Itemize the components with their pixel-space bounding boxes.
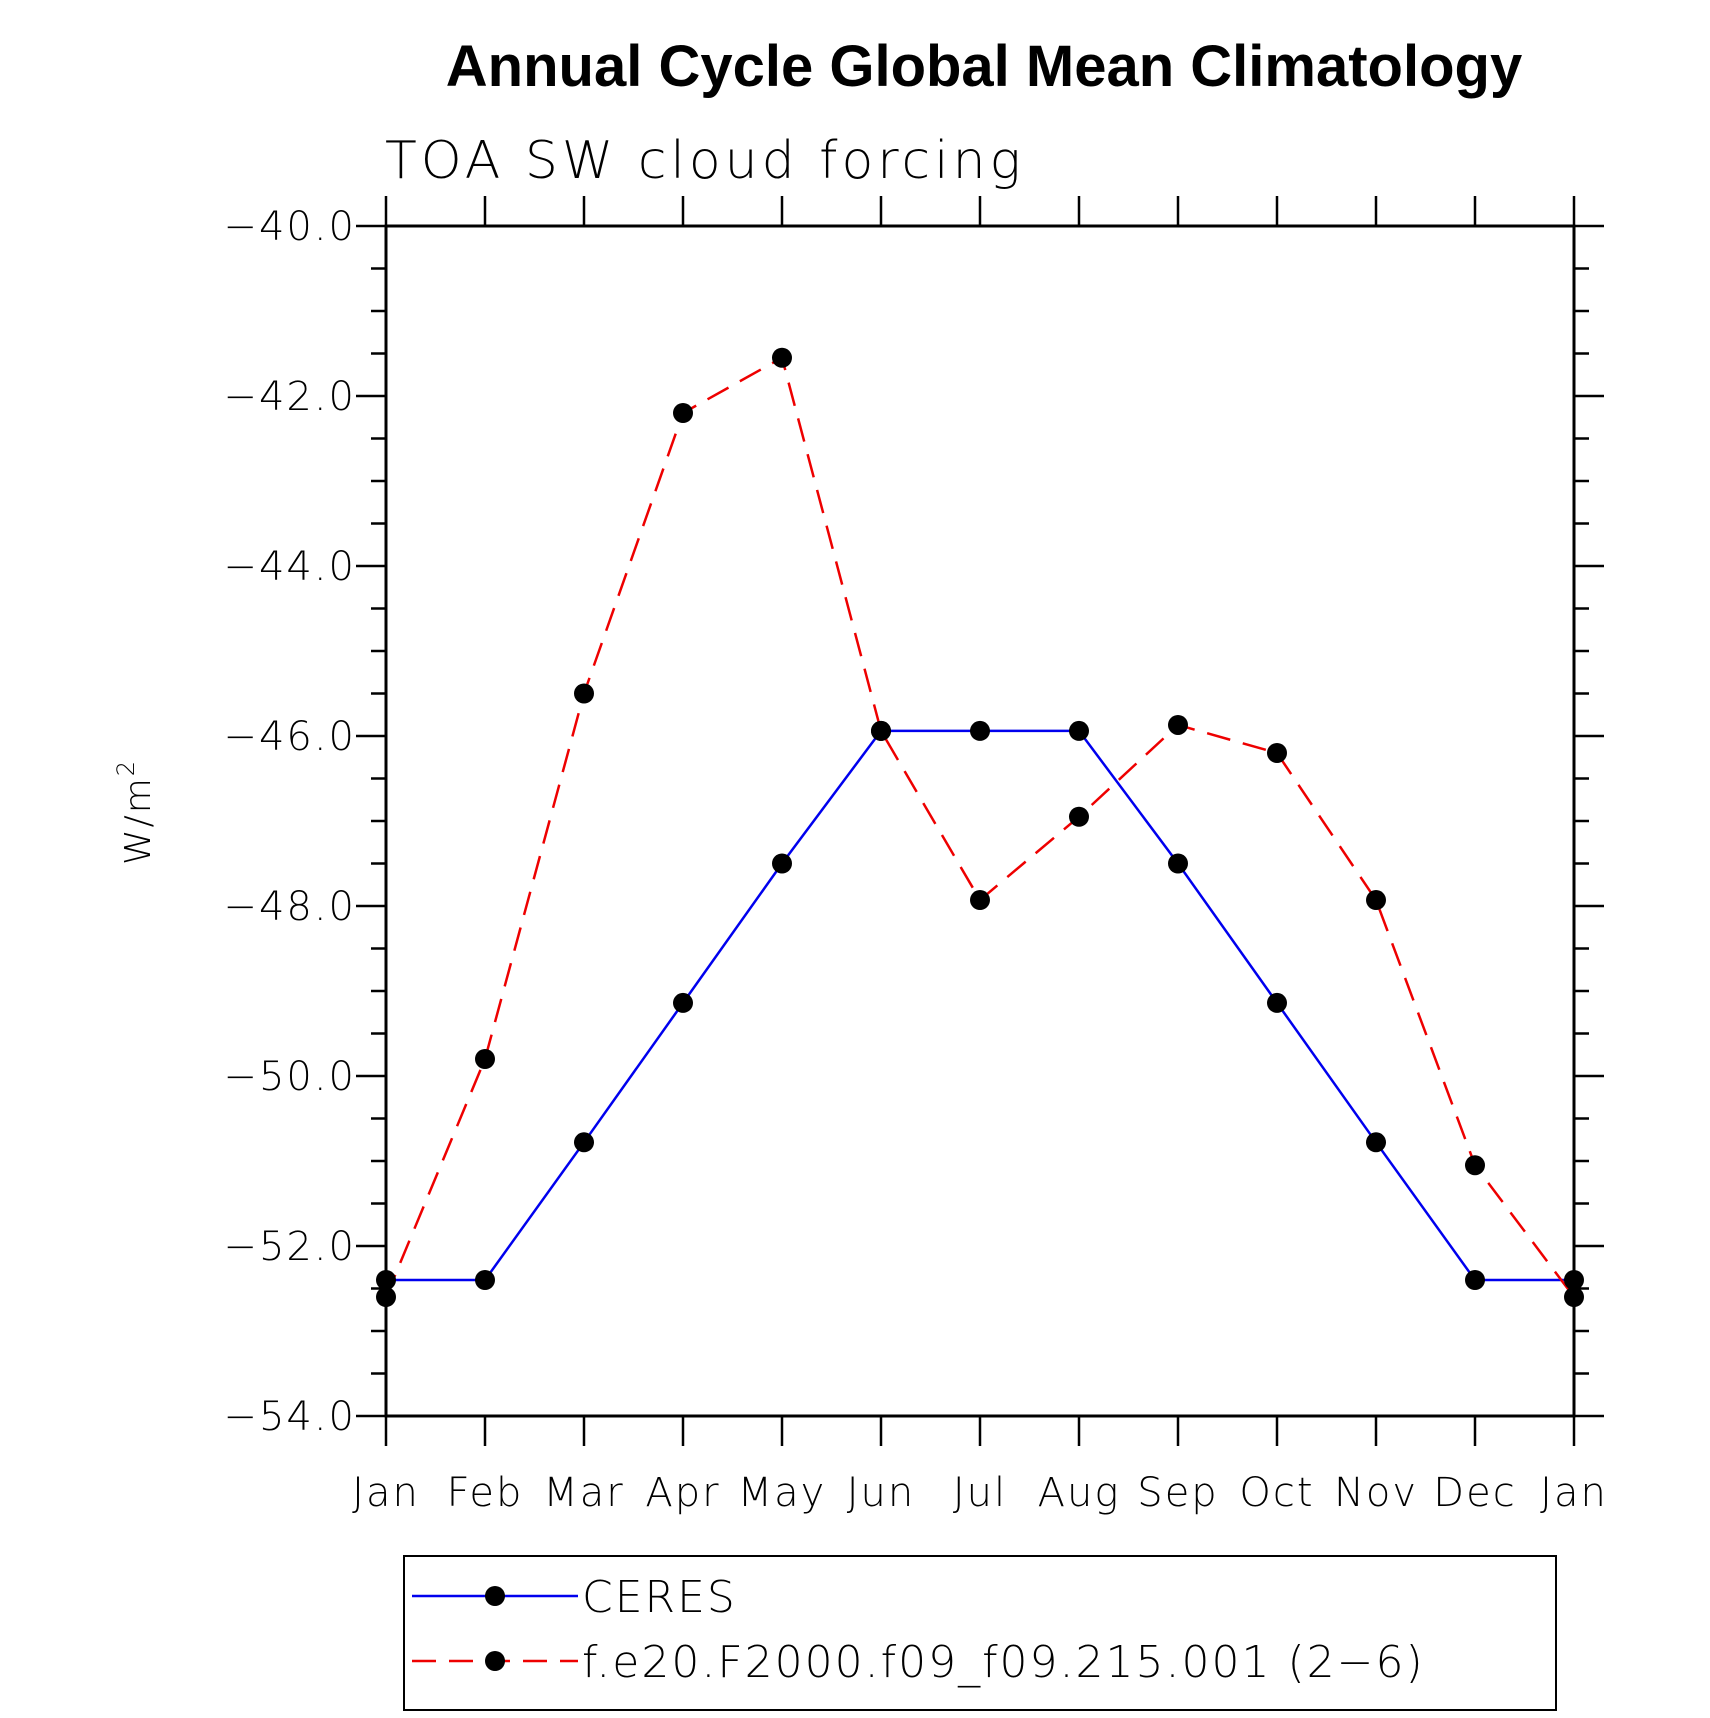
data-point-series-2 [871, 720, 891, 741]
x-tick-label: Apr [645, 1470, 720, 1516]
data-point-series-2 [970, 890, 990, 911]
y-tick-label: −54.0 [223, 1394, 356, 1440]
data-point-series-1 [1564, 1270, 1584, 1290]
series-line-1 [386, 729, 1574, 1282]
chart-title: Annual Cycle Global Mean Climatology [446, 34, 1522, 99]
data-point-series-1 [376, 1270, 396, 1290]
svg-text:W/m2: W/m2 [112, 759, 159, 865]
data-point-series-2 [376, 1287, 396, 1307]
series-line-2 [384, 355, 1575, 1298]
x-tick-label: Jan [352, 1470, 420, 1516]
x-tick-label: Aug [1038, 1470, 1121, 1516]
data-point-series-1 [772, 853, 792, 874]
data-point-series-2 [1366, 890, 1386, 911]
legend-label-1: CERES [582, 1572, 737, 1623]
y-tick-label: −40.0 [223, 204, 356, 250]
y-tick-label: −50.0 [223, 1054, 356, 1100]
legend-label-2: f.e20.F2000.f09_f09.215.001 (2−6) [582, 1637, 1425, 1688]
y-tick-label: −42.0 [223, 374, 356, 420]
series-layer [376, 347, 1584, 1307]
y-tick-label: −52.0 [223, 1224, 356, 1270]
data-point-series-1 [673, 992, 693, 1013]
data-point-series-1 [970, 720, 990, 741]
y-axis-label-superscript: 2 [112, 759, 140, 776]
x-tick-label: Jul [953, 1470, 1007, 1516]
data-point-series-1 [475, 1270, 495, 1290]
data-point-series-2 [1267, 743, 1287, 763]
x-tick-label: May [738, 1470, 827, 1516]
legend-items: CERES f.e20.F2000.f09_f09.215.001 (2−6) [412, 1572, 1425, 1688]
data-point-series-2 [1465, 1155, 1485, 1176]
y-axis-label: W/m2 [112, 759, 159, 865]
x-tick-label: Dec [1433, 1470, 1516, 1516]
x-tick-label: Jun [847, 1470, 916, 1516]
y-tick-label: −46.0 [223, 714, 356, 760]
data-point-series-1 [574, 1132, 594, 1153]
y-axis-label-text: W/m [118, 776, 159, 865]
legend-marker-1 [485, 1586, 505, 1606]
y-tick-label: −48.0 [223, 884, 356, 930]
x-tick-label: Sep [1137, 1470, 1218, 1516]
data-point-series-1 [1069, 720, 1089, 741]
axes: −40.0 −42.0 −44.0 −46.0 −48.0 −50.0 −52.0 −54.0… [223, 196, 1608, 1516]
data-point-series-1 [1366, 1132, 1386, 1153]
x-tick-label: Oct [1239, 1470, 1314, 1516]
x-tick-label: Mar [543, 1470, 624, 1516]
data-point-series-2 [1168, 714, 1188, 735]
y-tick-label: −44.0 [223, 544, 356, 590]
plot-frame [384, 224, 1576, 1418]
data-point-series-1 [1267, 992, 1287, 1013]
data-point-series-2 [574, 683, 594, 704]
x-tick-label: Jan [1540, 1470, 1608, 1516]
legend: CERES f.e20.F2000.f09_f09.215.001 (2−6) [403, 1555, 1557, 1711]
x-tick-label: Nov [1334, 1470, 1418, 1516]
x-tick-label: Feb [447, 1470, 524, 1516]
data-point-series-2 [1564, 1287, 1584, 1307]
data-point-series-2 [772, 347, 792, 368]
data-point-series-2 [673, 403, 693, 423]
legend-marker-2 [485, 1651, 505, 1671]
legend-box [403, 1555, 1557, 1711]
data-point-series-2 [475, 1049, 495, 1069]
chart-subtitle: TOA SW cloud forcing [385, 131, 1025, 191]
data-point-series-1 [1168, 853, 1188, 874]
data-point-series-2 [1069, 806, 1089, 827]
data-point-series-1 [1465, 1270, 1485, 1290]
